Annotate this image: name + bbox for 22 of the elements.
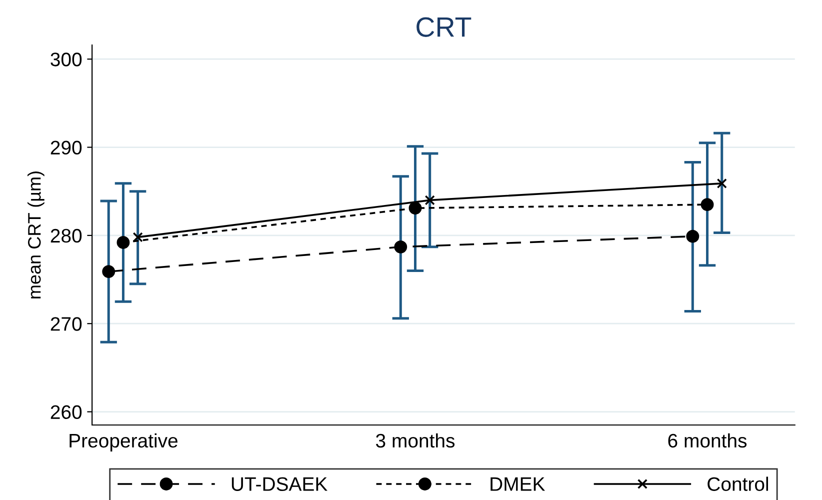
x-tick-label: 6 months [668, 433, 747, 448]
chart-title: CRT [416, 17, 472, 37]
point [424, 195, 435, 206]
point [394, 240, 408, 254]
legend-label: DMEK [490, 477, 546, 491]
legend-label: Control [708, 476, 768, 491]
point [132, 232, 143, 242]
legend-label: UT-DSAEK [232, 477, 328, 491]
point [102, 265, 116, 278]
y-axis-title: mean CRT (µm) [28, 172, 44, 298]
y-tick-label: 290 [50, 140, 82, 155]
point [716, 178, 727, 188]
point [116, 236, 130, 249]
x-tick-label: Preoperative [70, 433, 178, 452]
y-tick-label: 280 [50, 228, 82, 243]
y-tick-label: 260 [50, 405, 82, 420]
x-tick-label: 3 months [376, 433, 455, 448]
y-tick-label: 300 [50, 52, 82, 66]
point [408, 202, 422, 215]
point [700, 198, 714, 212]
y-tick-label: 270 [50, 317, 82, 331]
point [686, 230, 700, 243]
